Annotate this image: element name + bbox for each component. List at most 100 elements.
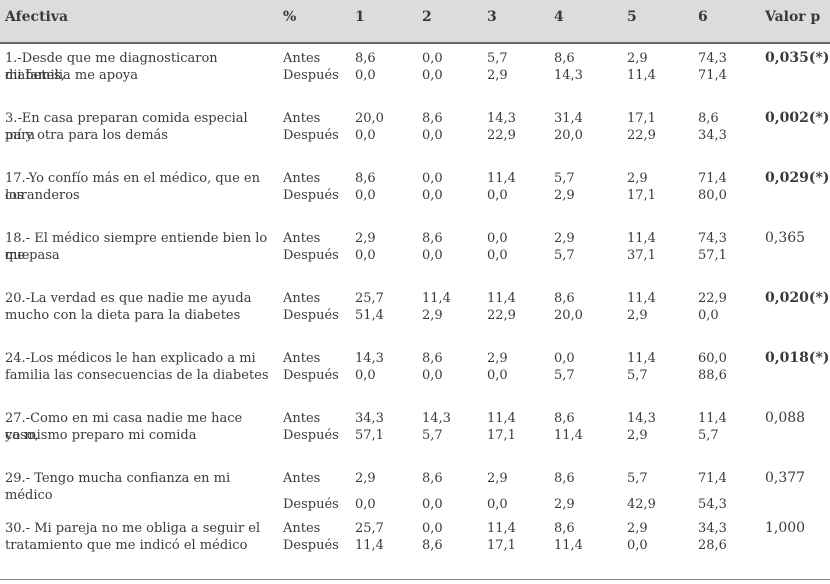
- despues-value-1: 51,4: [355, 308, 384, 323]
- antes-value-5: 11,4: [627, 231, 656, 246]
- table-row: 27.-Como en mi casa nadie me hace caso, y…: [0, 410, 830, 450]
- antes-value-1: 2,9: [355, 471, 376, 486]
- antes-value-4: 8,6: [554, 471, 575, 486]
- antes-label: Antes: [283, 411, 321, 426]
- item-text-line2: mucho con la dieta para la diabetes: [5, 308, 241, 323]
- table-row: 24.-Los médicos le han explicado a mi fam…: [0, 350, 830, 390]
- despues-value-2: 0,0: [422, 248, 443, 263]
- despues-value-3: 22,9: [487, 308, 516, 323]
- table-row: 18.- El médico siempre entiende bien lo …: [0, 230, 830, 270]
- antes-value-2: 11,4: [422, 291, 451, 306]
- header-col-5: 5: [627, 9, 637, 25]
- item-text-line2: mi familia me apoya: [5, 68, 139, 83]
- antes-value-4: 8,6: [554, 521, 575, 536]
- p-value: 0,029(*): [765, 170, 830, 186]
- antes-value-2: 0,0: [422, 521, 443, 536]
- antes-value-5: 5,7: [627, 471, 648, 486]
- antes-value-5: 17,1: [627, 111, 656, 126]
- item-text-line1: 3.-En casa preparan comida especial para: [5, 111, 248, 143]
- table-row: 29.- Tengo mucha confianza en mi médico A…: [0, 470, 830, 512]
- antes-value-5: 2,9: [627, 171, 648, 186]
- antes-value-2: 0,0: [422, 171, 443, 186]
- antes-value-6: 71,4: [698, 471, 727, 486]
- despues-value-3: 22,9: [487, 128, 516, 143]
- antes-label: Antes: [283, 291, 321, 306]
- header-col-6: 6: [698, 9, 708, 25]
- p-value: 0,088: [765, 410, 806, 426]
- p-value: 1,000: [765, 520, 806, 536]
- despues-value-6: 88,6: [698, 368, 727, 383]
- antes-value-4: 5,7: [554, 171, 575, 186]
- item-text-line1: 1.-Desde que me diagnosticaron diabetes,: [5, 51, 218, 83]
- antes-value-1: 2,9: [355, 231, 376, 246]
- despues-value-4: 5,7: [554, 368, 575, 383]
- antes-value-3: 11,4: [487, 521, 516, 536]
- despues-value-2: 5,7: [422, 428, 443, 443]
- item-text-line1: 24.-Los médicos le han explicado a mi: [5, 351, 256, 366]
- antes-value-5: 14,3: [627, 411, 656, 426]
- antes-value-1: 8,6: [355, 51, 376, 66]
- antes-value-2: 8,6: [422, 471, 443, 486]
- table-row: 30.- Mi pareja no me obliga a seguir el t…: [0, 520, 830, 560]
- despues-value-2: 0,0: [422, 497, 443, 512]
- p-value: 0,035(*): [765, 50, 830, 66]
- table-row: 20.-La verdad es que nadie me ayuda mucho…: [0, 290, 830, 330]
- antes-value-6: 71,4: [698, 171, 727, 186]
- antes-value-1: 8,6: [355, 171, 376, 186]
- despues-value-2: 0,0: [422, 368, 443, 383]
- antes-value-5: 2,9: [627, 51, 648, 66]
- antes-value-4: 8,6: [554, 51, 575, 66]
- despues-value-5: 37,1: [627, 248, 656, 263]
- antes-value-6: 74,3: [698, 231, 727, 246]
- despues-label: Después: [283, 308, 339, 323]
- item-text-line2: yo mismo preparo mi comida: [5, 428, 197, 443]
- antes-value-5: 11,4: [627, 291, 656, 306]
- despues-value-5: 17,1: [627, 188, 656, 203]
- item-text-line2: curanderos: [5, 188, 80, 203]
- antes-label: Antes: [283, 171, 321, 186]
- despues-value-1: 57,1: [355, 428, 384, 443]
- despues-value-6: 57,1: [698, 248, 727, 263]
- antes-label: Antes: [283, 351, 321, 366]
- despues-value-4: 2,9: [554, 188, 575, 203]
- despues-value-3: 17,1: [487, 428, 516, 443]
- despues-label: Después: [283, 497, 339, 512]
- despues-value-4: 11,4: [554, 538, 583, 553]
- item-text-line1: 30.- Mi pareja no me obliga a seguir el: [5, 521, 261, 536]
- despues-label: Después: [283, 538, 339, 553]
- antes-value-4: 8,6: [554, 411, 575, 426]
- despues-value-1: 0,0: [355, 368, 376, 383]
- antes-value-2: 0,0: [422, 51, 443, 66]
- item-text-line1: 20.-La verdad es que nadie me ayuda: [5, 291, 252, 306]
- despues-label: Después: [283, 68, 339, 83]
- header-col-3: 3: [487, 9, 497, 25]
- antes-label: Antes: [283, 51, 321, 66]
- antes-value-6: 11,4: [698, 411, 727, 426]
- antes-value-3: 11,4: [487, 291, 516, 306]
- antes-value-1: 34,3: [355, 411, 384, 426]
- antes-value-1: 25,7: [355, 521, 384, 536]
- despues-value-1: 0,0: [355, 248, 376, 263]
- despues-value-2: 8,6: [422, 538, 443, 553]
- item-text-line2: mí y otra para los demás: [5, 128, 168, 143]
- despues-value-3: 0,0: [487, 248, 508, 263]
- despues-value-5: 2,9: [627, 428, 648, 443]
- item-text-line2: tratamiento que me indicó el médico: [5, 538, 248, 553]
- despues-label: Después: [283, 248, 339, 263]
- despues-label: Después: [283, 188, 339, 203]
- despues-value-1: 0,0: [355, 128, 376, 143]
- antes-value-1: 25,7: [355, 291, 384, 306]
- despues-value-2: 0,0: [422, 128, 443, 143]
- despues-value-6: 54,3: [698, 497, 727, 512]
- antes-value-1: 14,3: [355, 351, 384, 366]
- despues-value-3: 2,9: [487, 68, 508, 83]
- table-row: 1.-Desde que me diagnosticaron diabetes,…: [0, 50, 830, 90]
- p-value: 0,002(*): [765, 110, 830, 126]
- antes-label: Antes: [283, 471, 321, 486]
- despues-label: Después: [283, 368, 339, 383]
- item-text-line1: 18.- El médico siempre entiende bien lo …: [5, 231, 268, 263]
- p-value: 0,377: [765, 470, 806, 486]
- despues-value-5: 42,9: [627, 497, 656, 512]
- despues-value-3: 0,0: [487, 368, 508, 383]
- despues-value-6: 28,6: [698, 538, 727, 553]
